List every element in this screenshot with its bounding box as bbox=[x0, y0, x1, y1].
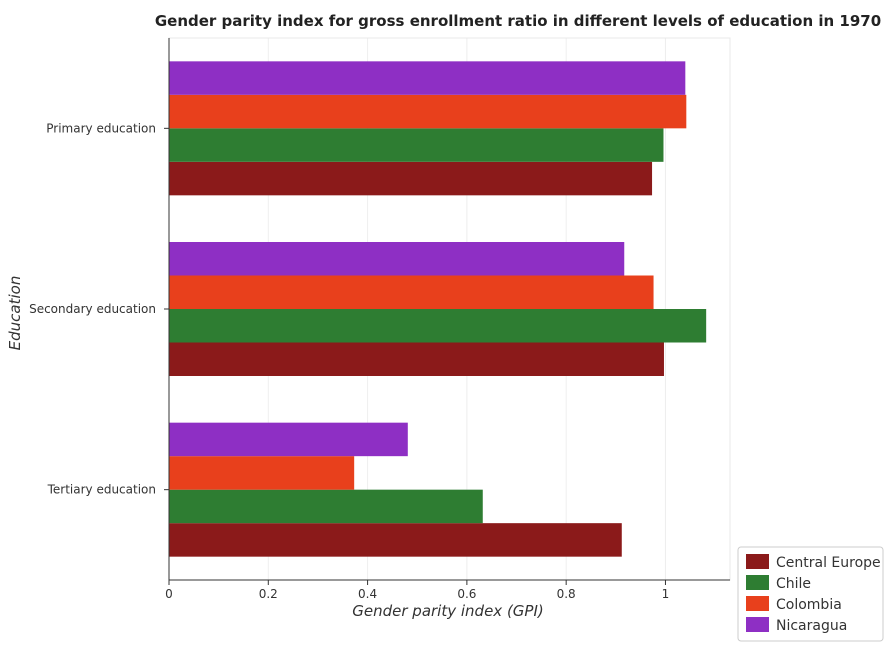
legend-swatch-colombia bbox=[746, 596, 769, 611]
bars bbox=[169, 61, 707, 557]
legend-label-colombia: Colombia bbox=[776, 597, 842, 613]
legend: Central Europe Chile Colombia Nicaragua bbox=[737, 546, 884, 642]
legend-label-nicaragua: Nicaragua bbox=[776, 618, 847, 634]
bar-colombia-tertiary-education bbox=[169, 456, 355, 490]
x-tick-label: 1 bbox=[662, 587, 670, 601]
legend-swatch-chile bbox=[746, 575, 769, 590]
legend-label-central-europe: Central Europe bbox=[776, 555, 881, 571]
x-tick-label: 0.8 bbox=[557, 587, 576, 601]
y-tick-label: Tertiary education bbox=[47, 483, 156, 497]
y-tick-label: Primary education bbox=[46, 121, 156, 135]
chart-title: Gender parity index for gross enrollment… bbox=[155, 12, 881, 30]
bar-central-europe-primary-education bbox=[169, 161, 653, 196]
x-tick-label: 0.6 bbox=[457, 587, 476, 601]
x-tick-label: 0 bbox=[165, 587, 173, 601]
bar-central-europe-secondary-education bbox=[169, 342, 664, 376]
bar-colombia-primary-education bbox=[169, 94, 687, 129]
legend-swatch-central-europe bbox=[746, 554, 769, 569]
y-axis-title: Education bbox=[6, 276, 24, 351]
x-tick-label: 0.4 bbox=[358, 587, 377, 601]
bar-colombia-secondary-education bbox=[169, 275, 654, 309]
bar-nicaragua-tertiary-education bbox=[169, 422, 408, 457]
legend-box bbox=[737, 546, 884, 642]
bar-central-europe-tertiary-education bbox=[169, 523, 622, 557]
bar-chile-primary-education bbox=[169, 128, 664, 162]
bar-chile-tertiary-education bbox=[169, 489, 483, 524]
y-tick-label: Secondary education bbox=[29, 302, 156, 316]
legend-swatch-nicaragua bbox=[746, 617, 769, 632]
bar-nicaragua-primary-education bbox=[169, 61, 686, 95]
bar-chile-secondary-education bbox=[169, 309, 707, 343]
x-tick-label: 0.2 bbox=[259, 587, 278, 601]
legend-label-chile: Chile bbox=[776, 576, 811, 592]
bar-nicaragua-secondary-education bbox=[169, 242, 625, 276]
x-axis-title: Gender parity index (GPI) bbox=[352, 602, 543, 620]
axes: Primary education Secondary education Tert… bbox=[29, 37, 731, 601]
